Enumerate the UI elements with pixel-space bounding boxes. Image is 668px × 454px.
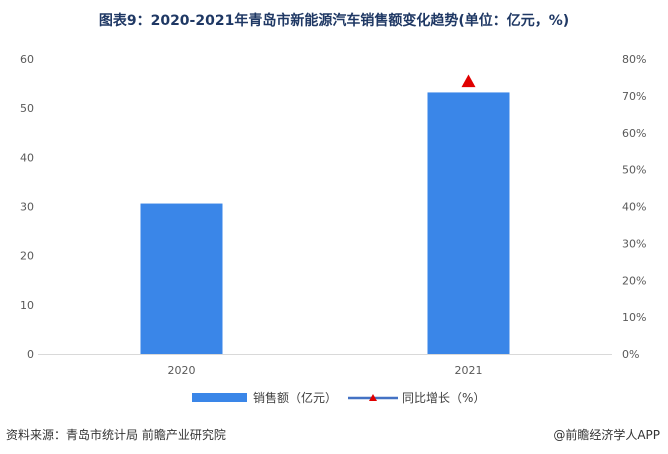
right-tick-label: 70% — [622, 90, 646, 103]
right-tick-label: 60% — [622, 127, 646, 140]
right-tick-label: 30% — [622, 237, 646, 250]
brand-credit: @前瞻经济学人APP — [553, 428, 660, 442]
bar-2021 — [427, 92, 510, 354]
left-tick-label: 60 — [20, 53, 34, 66]
left-y-axis: 0 10 20 30 40 50 60 — [20, 53, 34, 361]
right-tick-label: 50% — [622, 164, 646, 177]
left-tick-label: 0 — [27, 348, 34, 361]
legend-label-line: 同比增长（%） — [402, 391, 485, 405]
source-note: 资料来源：青岛市统计局 前瞻产业研究院 — [6, 428, 226, 442]
right-tick-label: 20% — [622, 274, 646, 287]
right-tick-label: 10% — [622, 311, 646, 324]
x-tick-label: 2020 — [168, 364, 196, 377]
combo-chart: 0 10 20 30 40 50 60 0% 10% 20% 30% 40% 50% 60% 70% 80%… — [20, 53, 646, 405]
legend-label-bar: 销售额（亿元） — [253, 390, 337, 405]
legend-marker-line — [369, 394, 377, 401]
growth-series — [461, 74, 476, 88]
right-tick-label: 40% — [622, 201, 646, 214]
legend-swatch-bar — [192, 393, 247, 402]
growth-marker-2021 — [461, 74, 476, 88]
bar-series — [140, 92, 510, 354]
right-tick-label: 0% — [622, 348, 639, 361]
right-y-axis: 0% 10% 20% 30% 40% 50% 60% 70% 80% — [622, 53, 646, 361]
right-tick-label: 80% — [622, 53, 646, 66]
left-tick-label: 50 — [20, 102, 34, 115]
left-tick-label: 30 — [20, 201, 34, 214]
left-tick-label: 20 — [20, 250, 34, 263]
chart-title: 图表9：2020-2021年青岛市新能源汽车销售额变化趋势(单位：亿元，%) — [98, 13, 570, 29]
x-axis-ticks: 2020 2021 — [168, 364, 483, 377]
left-tick-label: 10 — [20, 299, 34, 312]
legend: 销售额（亿元） 同比增长（%） — [192, 390, 485, 405]
x-tick-label: 2021 — [455, 364, 483, 377]
left-tick-label: 40 — [20, 151, 34, 164]
bar-2020 — [140, 203, 223, 354]
